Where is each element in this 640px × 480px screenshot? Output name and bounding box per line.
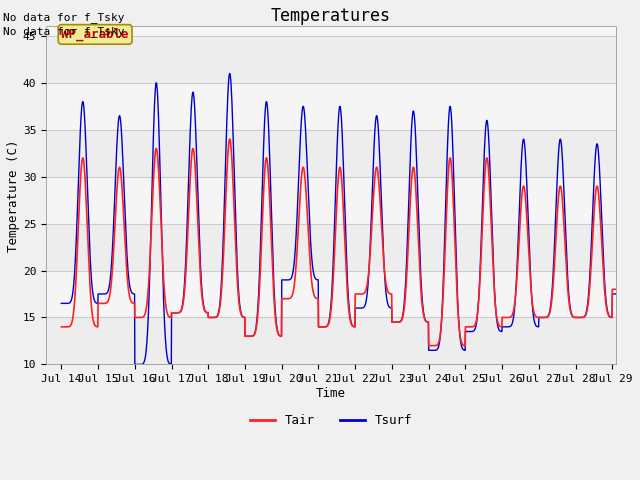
Tair [116, 165, 124, 171]
Y-axis label: Temperature (C): Temperature (C) [7, 139, 20, 252]
Tsurf [226, 71, 234, 76]
Bar [46, 317, 616, 364]
Tair [566, 305, 573, 311]
Tsurf [532, 324, 540, 329]
Bar [46, 224, 616, 271]
Tair [428, 343, 436, 348]
Title: Temperatures: Temperatures [271, 7, 391, 25]
Tair [532, 314, 540, 320]
Bar [46, 130, 616, 177]
Line: Tair: Tair [61, 139, 640, 346]
Tsurf [566, 301, 573, 307]
Tair [243, 333, 251, 339]
Tsurf [58, 300, 65, 306]
Tsurf [637, 254, 640, 260]
Text: WP_arable: WP_arable [61, 28, 129, 41]
Tsurf [243, 333, 251, 339]
Tair [637, 261, 640, 266]
Legend: Tair, Tsurf: Tair, Tsurf [244, 409, 417, 432]
X-axis label: Time: Time [316, 387, 346, 400]
Bar [46, 36, 616, 83]
Tsurf [391, 319, 399, 325]
Tair [58, 324, 65, 330]
Tair [226, 136, 234, 142]
Line: Tsurf: Tsurf [61, 73, 640, 364]
Tsurf [134, 361, 141, 367]
Tsurf [116, 114, 124, 120]
Tair [391, 319, 399, 325]
Text: No data for f_Tsky: No data for f_Tsky [3, 12, 125, 23]
Text: No data for f_Tsky: No data for f_Tsky [3, 26, 125, 37]
